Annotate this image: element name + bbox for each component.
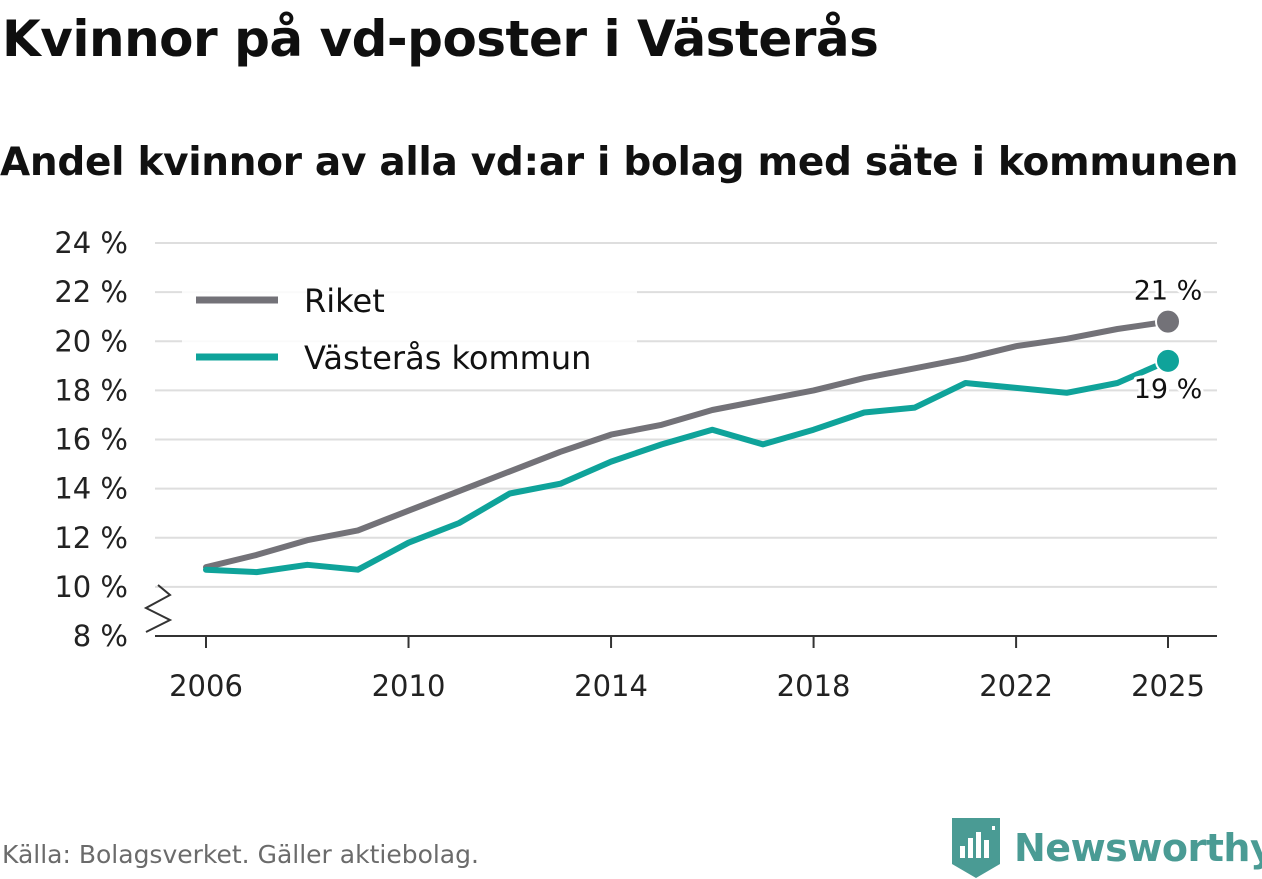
- series-group: [203, 308, 1181, 576]
- x-tick-label: 2006: [169, 669, 243, 703]
- series-end-dot-0: [1155, 308, 1181, 335]
- x-axis: 2006 2010 2014 2018 2022 2025: [155, 635, 1217, 703]
- y-tick-label: 10 %: [54, 570, 128, 604]
- brand-name: Newsworthy: [1014, 826, 1262, 870]
- y-tick-label: 14 %: [54, 472, 128, 506]
- series-line-1: [203, 357, 1171, 576]
- legend-background: [182, 272, 637, 388]
- y-tick-label: 18 %: [54, 373, 128, 407]
- legend-label-0: Riket: [304, 282, 385, 320]
- series-line-0: [203, 318, 1171, 571]
- end-label-1: 19 %: [1134, 374, 1203, 405]
- y-tick-label: 24 %: [54, 226, 128, 260]
- chart-subtitle: Andel kvinnor av alla vd:ar i bolag med …: [0, 140, 1239, 185]
- y-tick-label: 20 %: [54, 324, 128, 358]
- y-tick-label: 22 %: [54, 275, 128, 309]
- y-tick-label: 12 %: [54, 521, 128, 555]
- y-axis: 8 % 10 % 12 % 14 % 16 % 18 % 20 % 22 % 24 %: [54, 226, 173, 653]
- x-tick-label: 2025: [1131, 669, 1205, 703]
- legend: Riket Västerås kommun: [182, 272, 637, 388]
- source-note: Källa: Bolagsverket. Gäller aktiebolag.: [2, 840, 479, 869]
- chart-title: Kvinnor på vd-poster i Västerås: [2, 10, 879, 68]
- end-label-0: 21 %: [1134, 276, 1203, 307]
- y-tick-label: 16 %: [54, 423, 128, 457]
- line-chart: 8 % 10 % 12 % 14 % 16 % 18 % 20 % 22 % 24 % 2006…: [54, 226, 1217, 703]
- legend-label-1: Västerås kommun: [304, 339, 591, 377]
- brand-mark: Newsworthy: [952, 818, 1262, 878]
- end-labels: 21 % 19 %: [1131, 273, 1206, 408]
- x-tick-label: 2014: [574, 669, 648, 703]
- x-tick-label: 2010: [372, 669, 446, 703]
- x-tick-label: 2018: [777, 669, 851, 703]
- y-tick-label: 8 %: [73, 619, 128, 653]
- x-tick-label: 2022: [979, 669, 1053, 703]
- series-end-dot-1: [1155, 347, 1181, 374]
- axis-break-icon: [143, 584, 173, 633]
- newsworthy-logo-icon: [952, 818, 1000, 878]
